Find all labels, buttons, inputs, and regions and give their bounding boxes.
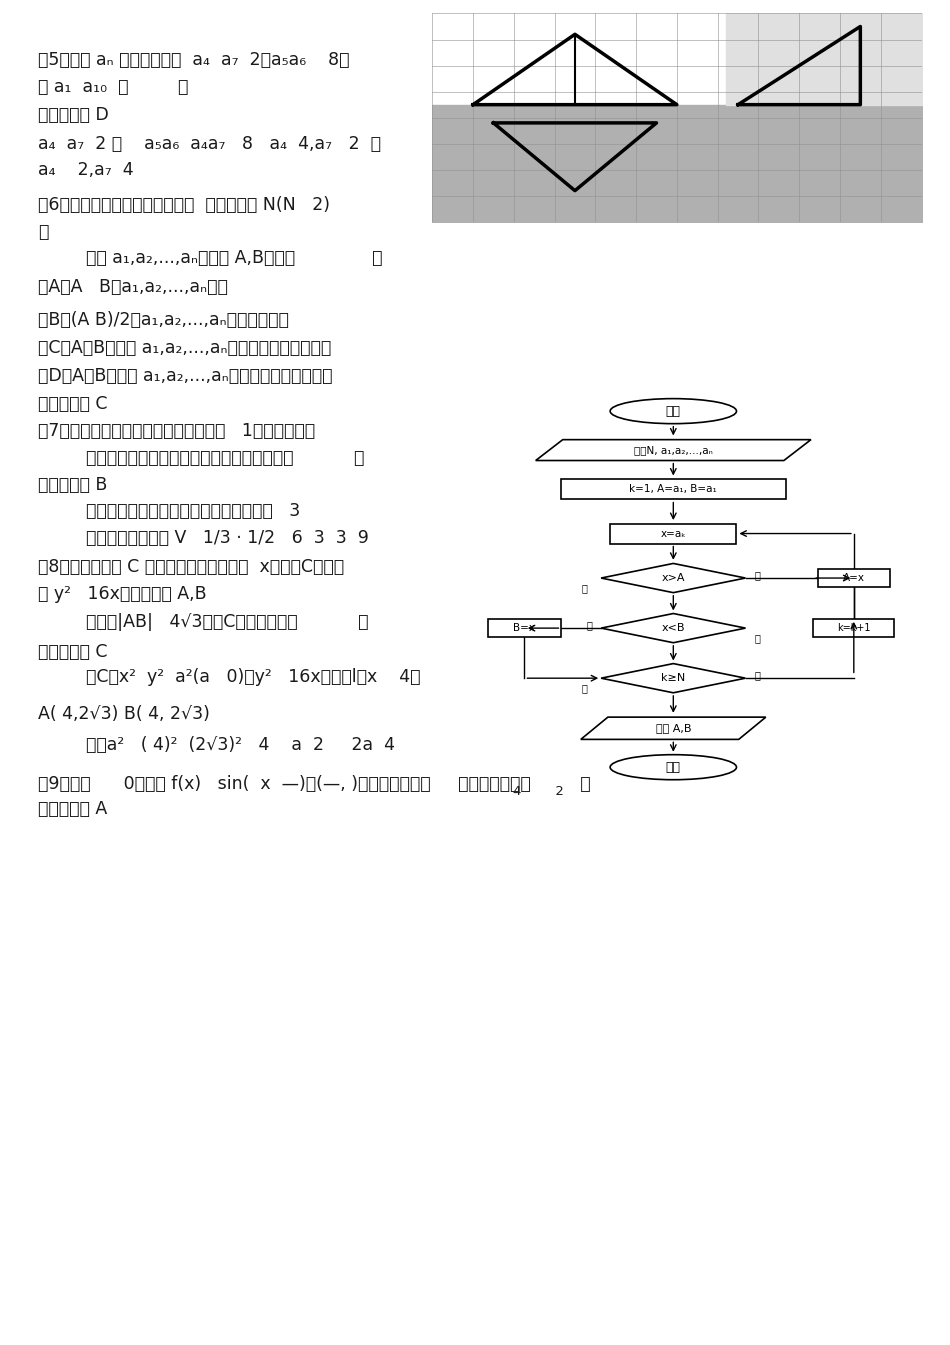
Text: （6）如果执行右边的程序框图，  输入正整数 N(N   2): （6）如果执行右边的程序框图， 输入正整数 N(N 2) (38, 196, 330, 214)
Text: 否: 否 (754, 670, 760, 681)
FancyBboxPatch shape (488, 619, 560, 638)
Text: 线 y²   16x的准线交于 A,B: 线 y² 16x的准线交于 A,B (38, 585, 207, 603)
Text: 是: 是 (754, 570, 760, 580)
Text: x>A: x>A (661, 573, 685, 582)
Text: 【解析】选 C: 【解析】选 C (38, 395, 107, 413)
Text: 输出 A,B: 输出 A,B (656, 724, 691, 733)
Text: （9）已知      0，函数 f(x)   sin(  x  —)在(—, )上单调递减。则     的取值范围是（         ）: （9）已知 0，函数 f(x) sin( x —)在(—, )上单调递减。则 的… (38, 775, 591, 792)
Text: 此几何体的体积为 V   1/3 · 1/2   6  3  3  9: 此几何体的体积为 V 1/3 · 1/2 6 3 3 9 (86, 529, 369, 546)
Text: 该几何体是三棱锥，底面是俰视图，高为   3: 该几何体是三棱锥，底面是俰视图，高为 3 (86, 502, 300, 519)
Text: 是: 是 (581, 683, 587, 693)
Text: 输入N, a₁,a₂,...,aₙ: 输入N, a₁,a₂,...,aₙ (634, 445, 712, 455)
Text: a₄  a₇  2 ，    a₅a₆  a₄a₇   8   a₄  4,a₇   2  或: a₄ a₇ 2 ， a₅a₆ a₄a₇ 8 a₄ 4,a₇ 2 或 (38, 134, 381, 152)
Text: 两点，|AB|   4√3；则C的实轴长为（           ）: 两点，|AB| 4√3；则C的实轴长为（ ） (86, 613, 368, 631)
Text: k=1, A=a₁, B=a₁: k=1, A=a₁, B=a₁ (630, 484, 717, 494)
Text: x<B: x<B (661, 623, 685, 633)
FancyBboxPatch shape (813, 619, 894, 638)
Text: （5）已知 aₙ 为等比数列，  a₄  a₇  2，a₅a₆    8，: （5）已知 aₙ 为等比数列， a₄ a₇ 2，a₅a₆ 8， (38, 51, 350, 69)
Text: （A）A   B为a₁,a₂,...,aₙ的和: （A）A B为a₁,a₂,...,aₙ的和 (38, 278, 228, 296)
Text: A( 4,2√3) B( 4, 2√3): A( 4,2√3) B( 4, 2√3) (38, 705, 210, 722)
Polygon shape (601, 663, 746, 693)
Text: （8）等轴双曲线 C 的中心在原点，焦点在  x轴上，C与抛物: （8）等轴双曲线 C 的中心在原点，焦点在 x轴上，C与抛物 (38, 558, 344, 576)
Ellipse shape (610, 398, 736, 424)
Text: 【解析】选 A: 【解析】选 A (38, 800, 107, 818)
Text: 4        2: 4 2 (513, 785, 564, 799)
Text: 开始: 开始 (666, 405, 681, 418)
Text: 讼C：x²  y²  a²(a   0)交y²   16x的准线l：x    4于: 讼C：x² y² a²(a 0)交y² 16x的准线l：x 4于 (86, 668, 420, 686)
FancyBboxPatch shape (610, 523, 736, 543)
Text: k=k+1: k=k+1 (837, 623, 870, 633)
Polygon shape (536, 440, 811, 460)
Text: B=x: B=x (513, 623, 536, 633)
FancyBboxPatch shape (818, 569, 890, 586)
Text: 【解析】选 B: 【解析】选 B (38, 476, 107, 494)
Text: 【解析】选 C: 【解析】选 C (38, 643, 107, 660)
Text: 否: 否 (581, 582, 587, 593)
Text: （C）A和B分别是 a₁,a₂,...,aₙ中最大的数和最小的数: （C）A和B分别是 a₁,a₂,...,aₙ中最大的数和最小的数 (38, 339, 332, 356)
Text: 得：a²   ( 4)²  (2√3)²   4    a  2     2a  4: 得：a² ( 4)² (2√3)² 4 a 2 2a 4 (86, 736, 394, 753)
Text: （7）如图，网格纸上小正方形的边长为   1，粗线画出的: （7）如图，网格纸上小正方形的边长为 1，粗线画出的 (38, 422, 315, 440)
Polygon shape (580, 717, 766, 740)
Text: （D）A和B分别是 a₁,a₂,...,aₙ中最小的数和最大的数: （D）A和B分别是 a₁,a₂,...,aₙ中最小的数和最大的数 (38, 367, 332, 385)
Text: k≥N: k≥N (661, 674, 686, 683)
Text: 实数 a₁,a₂,...,aₙ，输出 A,B，则（              ）: 实数 a₁,a₂,...,aₙ，输出 A,B，则（ ） (86, 249, 382, 266)
FancyBboxPatch shape (560, 479, 787, 499)
Ellipse shape (610, 755, 736, 780)
Text: 是某几何体的三视图，则此几何体的体积为（           ）: 是某几何体的三视图，则此几何体的体积为（ ） (86, 449, 364, 467)
Text: 结束: 结束 (666, 761, 681, 773)
Text: （B）(A B)/2为a₁,a₂,...,aₙ的算术平均数: （B）(A B)/2为a₁,a₂,...,aₙ的算术平均数 (38, 311, 289, 328)
Polygon shape (601, 613, 746, 643)
Text: 否: 否 (754, 633, 760, 643)
Text: 则 a₁  a₁₀  （         ）: 则 a₁ a₁₀ （ ） (38, 78, 188, 95)
Polygon shape (601, 564, 746, 593)
Text: 【解析】选 D: 【解析】选 D (38, 106, 108, 124)
Text: A=x: A=x (843, 573, 864, 582)
Text: x=aₖ: x=aₖ (660, 529, 686, 538)
Text: 和: 和 (38, 223, 48, 241)
Text: 是: 是 (586, 620, 592, 631)
Text: a₄    2,a₇  4: a₄ 2,a₇ 4 (38, 161, 134, 179)
